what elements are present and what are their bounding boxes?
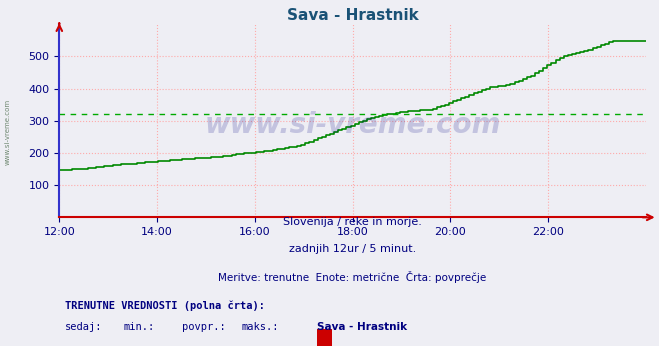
Text: min.:: min.: [124, 322, 155, 332]
Text: www.si-vreme.com: www.si-vreme.com [204, 111, 501, 139]
Text: zadnjih 12ur / 5 minut.: zadnjih 12ur / 5 minut. [289, 244, 416, 254]
Text: Meritve: trenutne  Enote: metrične  Črta: povprečje: Meritve: trenutne Enote: metrične Črta: … [218, 271, 487, 283]
Text: TRENUTNE VREDNOSTI (polna črta):: TRENUTNE VREDNOSTI (polna črta): [65, 300, 265, 311]
Text: sedaj:: sedaj: [65, 322, 103, 332]
Text: Sava - Hrastnik: Sava - Hrastnik [318, 322, 407, 332]
Text: maks.:: maks.: [241, 322, 279, 332]
Text: povpr.:: povpr.: [183, 322, 226, 332]
FancyBboxPatch shape [318, 329, 332, 346]
Text: www.si-vreme.com: www.si-vreme.com [5, 98, 11, 165]
Title: Sava - Hrastnik: Sava - Hrastnik [287, 8, 418, 23]
Text: Slovenija / reke in morje.: Slovenija / reke in morje. [283, 217, 422, 227]
